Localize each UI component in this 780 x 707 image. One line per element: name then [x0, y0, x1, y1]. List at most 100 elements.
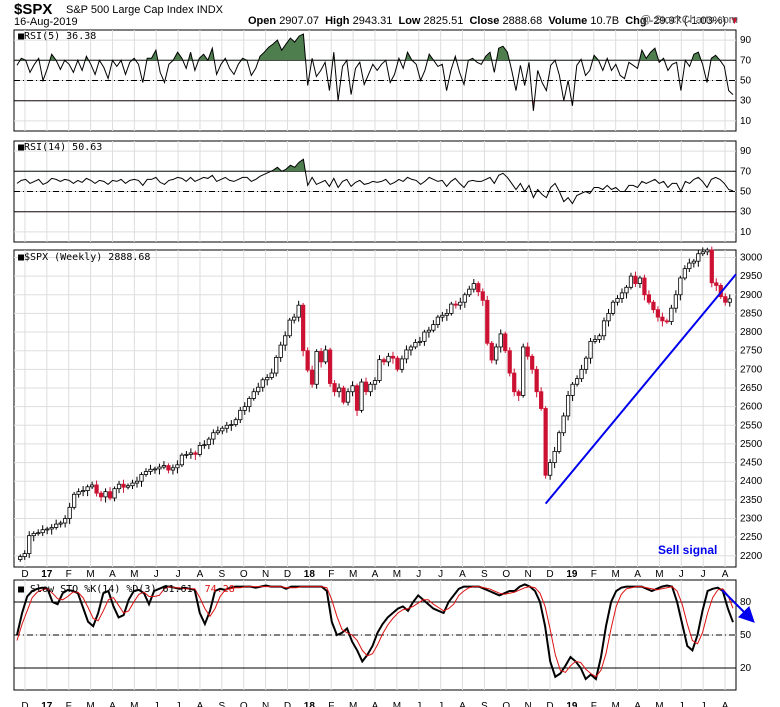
x-axis-top-label: O [502, 569, 510, 580]
x-axis-top-label: O [240, 569, 248, 580]
candle-body [521, 346, 526, 396]
y-tick-label: 70 [740, 166, 752, 177]
high-label: High [325, 15, 350, 27]
y-tick-label: 2500 [740, 439, 763, 450]
candle-body [251, 391, 256, 399]
candle-body [350, 385, 355, 393]
candle-body [377, 359, 382, 381]
x-axis-top-label: M [130, 569, 138, 580]
candle-body [592, 339, 598, 342]
candle-body [327, 349, 333, 384]
candle-body [310, 369, 315, 385]
candle-body [583, 357, 589, 370]
candle-body [157, 466, 162, 470]
oversold-fill [17, 211, 733, 212]
candle-body [404, 349, 409, 360]
candle-body [143, 471, 149, 475]
panel-legend: ■ Slow STO %K(14) %D(3) 61.61, 74.28 [18, 584, 235, 595]
candle-body [260, 379, 265, 388]
rsi-line [16, 158, 734, 205]
x-axis-bottom-label: S [219, 701, 226, 707]
candle-body [354, 385, 360, 411]
y-tick-label: 50 [740, 76, 752, 87]
chg-value: -29.97 (-1.03%) [649, 15, 727, 27]
stoch-line-1 [16, 586, 734, 678]
y-tick-label: 3000 [740, 252, 763, 263]
candle-body [18, 556, 23, 560]
candle-body [139, 474, 144, 482]
candle-body [215, 430, 220, 434]
candle-body [390, 355, 396, 359]
x-axis-top-label: S [219, 569, 226, 580]
candle-body [323, 349, 328, 363]
x-axis-top-label: J [438, 569, 443, 580]
candle-body [314, 351, 319, 385]
candle-body [121, 483, 126, 488]
x-axis-bottom-label: A [372, 701, 379, 707]
candle-body [655, 309, 661, 318]
candle-body [696, 253, 701, 262]
x-axis-top-label: D [546, 569, 553, 580]
candle-body [36, 532, 41, 535]
x-axis-bottom-label: 18 [304, 701, 316, 707]
x-axis-top-label: M [611, 569, 619, 580]
x-axis-bottom-label: A [722, 701, 729, 707]
candle-body [211, 432, 216, 440]
x-axis-top-label: J [154, 569, 159, 580]
candle-body [107, 491, 113, 499]
candle-body [63, 518, 68, 524]
x-axis-bottom-label: O [502, 701, 510, 707]
x-axis-bottom-label: J [416, 701, 421, 707]
candle-body [601, 320, 607, 337]
x-axis-top-label: A [634, 569, 641, 580]
candle-body [265, 377, 270, 381]
candle-body [278, 344, 283, 358]
volume-label: Volume [548, 15, 588, 27]
candle-body [359, 381, 364, 411]
stoch-k-value: 61.61, [163, 584, 199, 595]
high-value: 2943.31 [352, 15, 393, 27]
candle-body [705, 249, 710, 253]
candle-body [368, 383, 373, 393]
y-tick-label: 30 [740, 207, 752, 218]
candle-body [54, 523, 59, 528]
candle-body [453, 303, 458, 306]
y-tick-label: 2550 [740, 420, 763, 431]
candle-body [476, 283, 481, 293]
candle-body [332, 383, 337, 393]
candle-body [471, 283, 476, 290]
y-tick-label: 2600 [740, 402, 763, 413]
candle-body [233, 419, 238, 425]
candle-body [642, 277, 647, 296]
x-axis-top-label: N [262, 569, 269, 580]
candle-body [714, 282, 719, 286]
x-axis-top-label: M [86, 569, 94, 580]
x-axis-top-label: A [459, 569, 466, 580]
x-axis-bottom-label: J [154, 701, 159, 707]
low-label: Low [398, 15, 421, 27]
candle-body [426, 329, 431, 333]
sell-signal-annotation: Sell signal [658, 543, 717, 557]
candle-body [319, 351, 324, 363]
y-tick-label: 20 [740, 663, 752, 674]
candle-body [723, 296, 728, 303]
candle-body [40, 529, 45, 534]
candle-body [193, 452, 198, 455]
candle-body [287, 319, 292, 337]
candle-body [242, 406, 247, 411]
x-axis-bottom-label: F [66, 701, 72, 707]
candle-body [202, 444, 207, 447]
y-tick-label: 2850 [740, 308, 763, 319]
x-axis-top-label: F [328, 569, 334, 580]
candle-body [94, 484, 99, 494]
x-axis-bottom-label: S [481, 701, 488, 707]
x-axis-top-label: F [66, 569, 72, 580]
candle-body [624, 286, 629, 294]
candle-body [467, 288, 472, 296]
candle-body [489, 342, 494, 361]
y-tick-label: 2700 [740, 364, 763, 375]
chg-label: Chg [625, 15, 647, 27]
candle-body [687, 262, 692, 270]
x-axis-top-label: M [393, 569, 401, 580]
